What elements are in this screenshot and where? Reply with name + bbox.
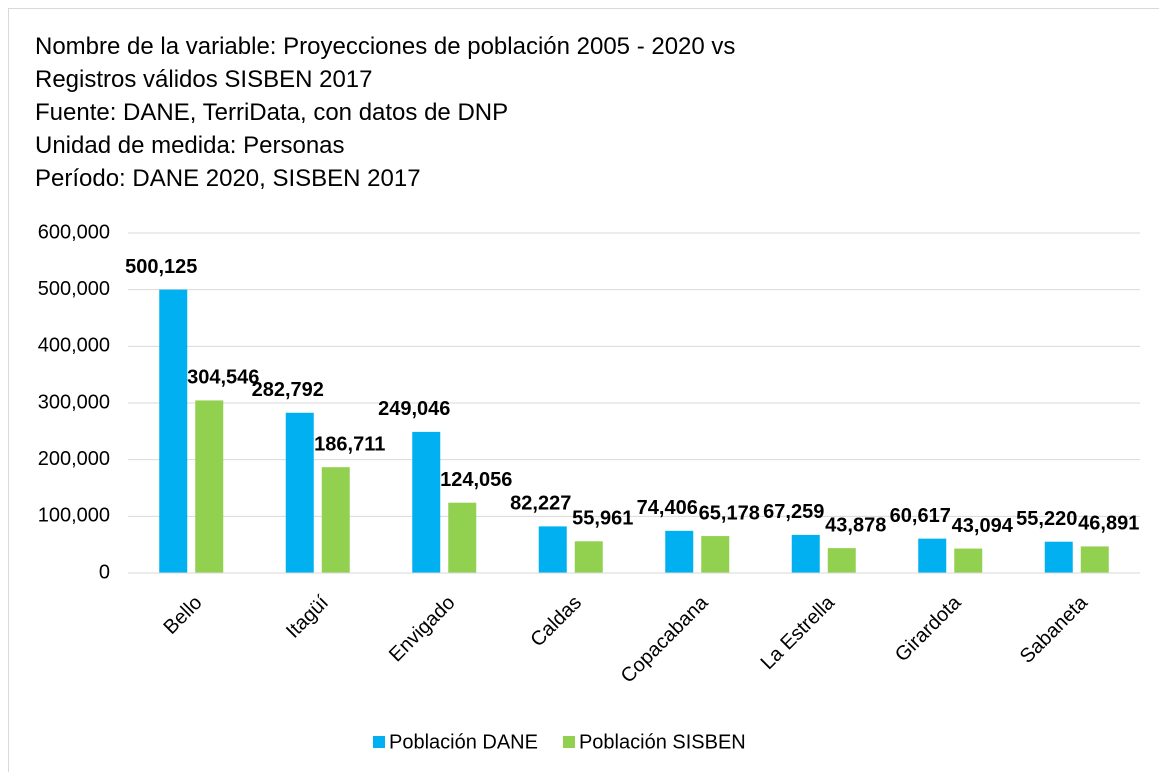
data-label: 43,094 bbox=[952, 515, 1014, 537]
data-label: 500,125 bbox=[125, 256, 197, 278]
bar bbox=[1044, 541, 1073, 573]
data-label: 67,259 bbox=[763, 501, 824, 523]
bar bbox=[954, 548, 983, 573]
bar bbox=[159, 289, 188, 573]
chart-title: Unidad de medida: Personas bbox=[35, 132, 345, 159]
bar bbox=[448, 502, 477, 573]
y-tick-label: 500,000 bbox=[38, 278, 110, 300]
x-tick-label: La Estrella bbox=[757, 591, 840, 674]
x-tick-label: Envigado bbox=[385, 592, 460, 667]
data-label: 82,227 bbox=[510, 493, 571, 515]
bar bbox=[574, 541, 603, 573]
bar bbox=[701, 536, 730, 573]
data-label: 74,406 bbox=[637, 497, 698, 519]
x-tick-label: Itagüí bbox=[282, 591, 333, 642]
bar bbox=[665, 530, 694, 573]
data-label: 60,617 bbox=[890, 505, 951, 527]
bar bbox=[285, 412, 314, 573]
x-tick-label: Bello bbox=[160, 592, 207, 639]
y-tick-label: 400,000 bbox=[38, 335, 110, 357]
legend-label: Población SISBEN bbox=[579, 731, 746, 753]
data-label: 46,891 bbox=[1078, 513, 1139, 535]
legend-swatch bbox=[562, 736, 575, 748]
y-tick-label: 0 bbox=[99, 561, 110, 583]
data-label: 124,056 bbox=[440, 469, 512, 491]
chart-title: Fuente: DANE, TerriData, con datos de DN… bbox=[35, 99, 508, 126]
legend-swatch bbox=[373, 736, 385, 748]
data-label: 282,792 bbox=[252, 379, 324, 401]
data-label: 249,046 bbox=[378, 398, 450, 420]
x-tick-label: Copacabana bbox=[617, 591, 713, 687]
bar bbox=[918, 538, 947, 573]
y-tick-label: 600,000 bbox=[38, 221, 110, 243]
chart-title: Nombre de la variable: Proyecciones de p… bbox=[35, 33, 735, 60]
data-label: 65,178 bbox=[699, 502, 760, 524]
bar bbox=[412, 431, 441, 573]
bar bbox=[321, 467, 350, 573]
x-tick-label: Girardota bbox=[891, 591, 966, 666]
data-label: 55,961 bbox=[572, 508, 633, 530]
y-tick-label: 300,000 bbox=[38, 391, 110, 413]
y-tick-label: 100,000 bbox=[38, 505, 110, 527]
x-tick-label: Sabaneta bbox=[1016, 591, 1093, 668]
bar bbox=[1080, 546, 1109, 573]
data-label: 304,546 bbox=[187, 367, 259, 389]
x-tick-label: Caldas bbox=[526, 592, 586, 652]
data-label: 55,220 bbox=[1016, 508, 1077, 530]
bar bbox=[538, 526, 567, 573]
legend-label: Población DANE bbox=[389, 731, 538, 753]
bar bbox=[195, 400, 224, 573]
chart-frame bbox=[8, 8, 1159, 772]
data-label: 186,711 bbox=[314, 433, 385, 455]
y-tick-label: 200,000 bbox=[38, 448, 110, 470]
chart-title: Registros válidos SISBEN 2017 bbox=[35, 66, 373, 93]
bar bbox=[827, 548, 856, 573]
bar bbox=[791, 534, 820, 573]
chart-title: Período: DANE 2020, SISBEN 2017 bbox=[35, 165, 421, 192]
data-label: 43,878 bbox=[825, 514, 886, 536]
